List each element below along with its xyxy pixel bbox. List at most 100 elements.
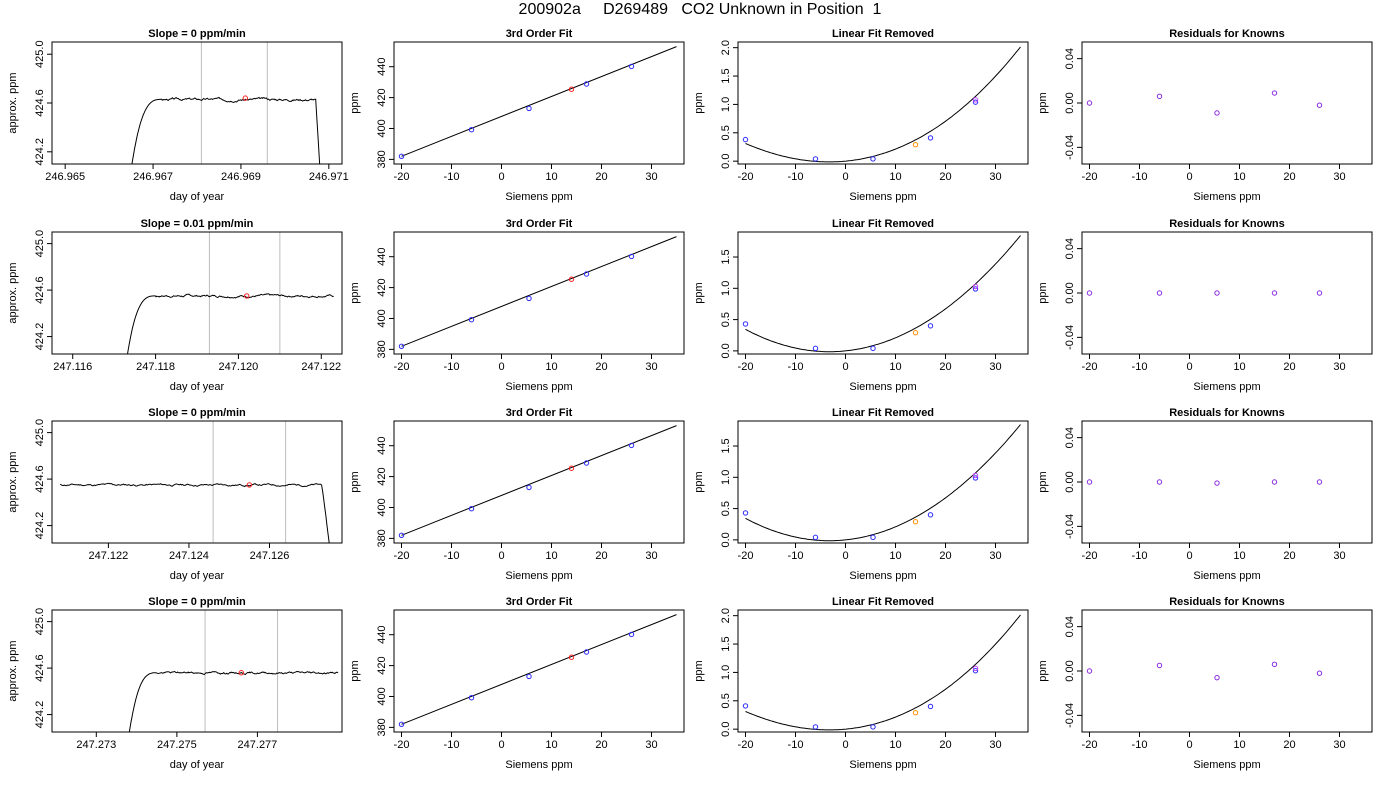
y-tick-label: 420 <box>376 88 388 106</box>
panel-residuals-4: Residuals for Knowns -20 -10 0 10 20 30 -0.04 0.… <box>1037 596 1373 771</box>
panel-linear-1: Linear Fit Removed -20 -10 0 10 20 30 0.0 0.5 1.0… <box>693 28 1029 203</box>
plot-area <box>398 46 677 159</box>
plot-frame <box>393 609 685 733</box>
x-tick-label: 247.277 <box>238 739 278 751</box>
y-axis-label: ppm <box>1037 282 1049 303</box>
x-tick-label: 30 <box>1333 361 1345 373</box>
y-tick-label: 1.0 <box>720 470 732 485</box>
known-point <box>742 136 749 143</box>
known-point <box>468 695 475 701</box>
fit-line <box>401 614 677 725</box>
y-tick-label: 440 <box>376 437 388 455</box>
x-tick-label: 247.122 <box>301 361 341 373</box>
known-point <box>628 631 635 638</box>
concentration-trace <box>59 482 330 543</box>
x-tick-label: 247.126 <box>250 550 290 562</box>
known-point <box>972 286 979 292</box>
x-tick-label: -10 <box>1132 361 1148 373</box>
panel-title: 3rd Order Fit <box>506 28 573 40</box>
y-tick-label: 0.00 <box>1064 660 1076 681</box>
x-tick-label: 20 <box>595 361 607 373</box>
x-axis-label: Siemens ppm <box>849 570 916 582</box>
x-tick-label: 10 <box>1233 550 1245 562</box>
y-tick-label: 0.00 <box>1064 92 1076 113</box>
residual-point <box>1214 480 1220 486</box>
known-point <box>628 63 635 70</box>
x-tick-label: -20 <box>738 361 754 373</box>
plot-frame <box>1081 231 1373 355</box>
y-tick-label: -0.04 <box>1064 135 1076 160</box>
plot-frame <box>393 231 685 355</box>
y-tick-label: 380 <box>376 529 388 547</box>
x-tick-label: 20 <box>595 171 607 183</box>
unknown-point <box>912 330 919 336</box>
y-axis-label: ppm <box>1037 660 1049 681</box>
panel-title: Residuals for Knowns <box>1169 28 1285 40</box>
residual-point <box>1156 662 1163 669</box>
panel-title: Residuals for Knowns <box>1169 596 1285 608</box>
y-tick-label: 1.5 <box>720 438 732 453</box>
extra-point <box>972 472 979 479</box>
plot-frame <box>393 41 685 165</box>
x-axis-label: day of year <box>170 570 225 582</box>
y-tick-label: 0.04 <box>1064 48 1076 69</box>
y-tick-label: 0.00 <box>1064 471 1076 492</box>
y-tick-label: 1.0 <box>720 665 732 680</box>
residual-curve <box>745 46 1021 163</box>
plot-frame <box>737 420 1029 544</box>
extra-point <box>972 665 979 672</box>
residual-point <box>1271 479 1278 485</box>
panel-time-2: Slope = 0.01 ppm/min 247.116 247.118 247.12… <box>7 218 343 393</box>
x-axis-label: Siemens ppm <box>849 381 916 393</box>
known-point <box>972 668 979 674</box>
x-tick-label: 246.971 <box>309 171 349 183</box>
y-tick-label: 1.0 <box>720 281 732 296</box>
residual-point <box>1271 661 1278 668</box>
x-tick-label: 10 <box>889 550 901 562</box>
residual-point <box>1086 290 1093 296</box>
residual-point <box>1086 479 1093 485</box>
known-point <box>927 323 934 329</box>
plot-area <box>742 235 1021 353</box>
x-tick-label: 30 <box>645 171 657 183</box>
x-tick-label: 0 <box>842 361 848 373</box>
x-tick-label: -10 <box>1132 739 1148 751</box>
x-tick-label: 10 <box>889 361 901 373</box>
x-axis-label: Siemens ppm <box>505 570 572 582</box>
x-tick-label: 20 <box>939 171 951 183</box>
x-tick-label: 30 <box>1333 171 1345 183</box>
residual-point <box>1086 100 1093 106</box>
known-point <box>927 512 934 518</box>
x-tick-label: 10 <box>545 739 557 751</box>
concentration-trace <box>131 96 321 164</box>
x-tick-label: 247.275 <box>157 739 197 751</box>
x-tick-label: -10 <box>1132 171 1148 183</box>
known-point <box>398 153 405 159</box>
panel-title: Linear Fit Removed <box>832 407 934 419</box>
x-tick-label: -20 <box>1082 171 1098 183</box>
x-axis-label: day of year <box>170 381 225 393</box>
known-point <box>742 321 749 327</box>
unknown-point <box>568 465 575 471</box>
plot-area <box>742 614 1021 731</box>
panel-linear-3: Linear Fit Removed -20 -10 0 10 20 30 0.0 0.5 1.0… <box>693 407 1029 582</box>
panel-residuals-2: Residuals for Knowns -20 -10 0 10 20 30 -0.04 0.… <box>1037 218 1373 393</box>
x-tick-label: 0 <box>842 171 848 183</box>
y-tick-label: 0.0 <box>720 722 732 737</box>
x-tick-label: 30 <box>645 550 657 562</box>
y-tick-label: 400 <box>376 498 388 516</box>
known-point <box>742 510 749 516</box>
y-tick-label: 425.0 <box>34 40 46 68</box>
y-axis-label: ppm <box>349 282 361 303</box>
unknown-point <box>912 519 919 525</box>
known-point <box>583 271 590 277</box>
residual-point <box>1316 670 1323 676</box>
plot-frame <box>737 231 1029 355</box>
known-point <box>812 345 819 352</box>
plot-area <box>131 42 321 164</box>
x-tick-label: 247.116 <box>53 361 92 373</box>
plot-area <box>128 610 339 732</box>
x-tick-label: 0 <box>1186 361 1192 373</box>
x-tick-label: 0 <box>842 550 848 562</box>
